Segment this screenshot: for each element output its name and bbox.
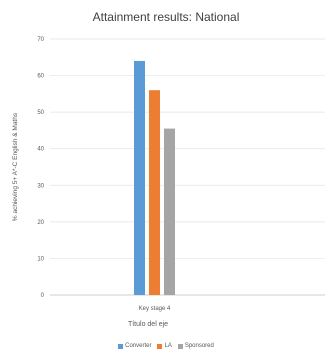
y-tick-label-70: 70 <box>37 37 44 43</box>
legend-swatch-converter <box>118 343 124 349</box>
x-axis-title: Título del eje <box>128 321 168 328</box>
legend-item-sponsored: Sponsored <box>177 343 214 349</box>
legend: Converter LA Sponsored <box>0 343 332 349</box>
chart-title: Attainment results: National <box>92 10 240 24</box>
bar-la-0 <box>149 90 160 295</box>
legend-label-sponsored: Sponsored <box>184 343 214 349</box>
y-tick-label-10: 10 <box>37 256 44 262</box>
legend-label-converter: Converter <box>125 343 152 349</box>
legend-item-la: LA <box>157 343 172 349</box>
bar-converter-0 <box>134 60 145 295</box>
y-tick-label-60: 60 <box>37 74 44 80</box>
legend-swatch-la <box>157 343 163 349</box>
y-tick-label-30: 30 <box>37 183 44 189</box>
legend-swatch-sponsored <box>177 343 183 349</box>
y-tick-label-50: 50 <box>37 110 44 116</box>
y-tick-label-20: 20 <box>37 220 44 226</box>
y-axis-title: % achieving 5+ A*-C English & Maths <box>12 112 19 221</box>
x-tick-label-0: Key stage 4 <box>139 306 171 312</box>
y-tick-label-40: 40 <box>37 147 44 153</box>
bar-sponsored-0 <box>164 128 175 295</box>
y-tick-label-0: 0 <box>41 293 45 299</box>
legend-item-converter: Converter <box>118 343 151 349</box>
legend-label-la: LA <box>164 343 172 349</box>
